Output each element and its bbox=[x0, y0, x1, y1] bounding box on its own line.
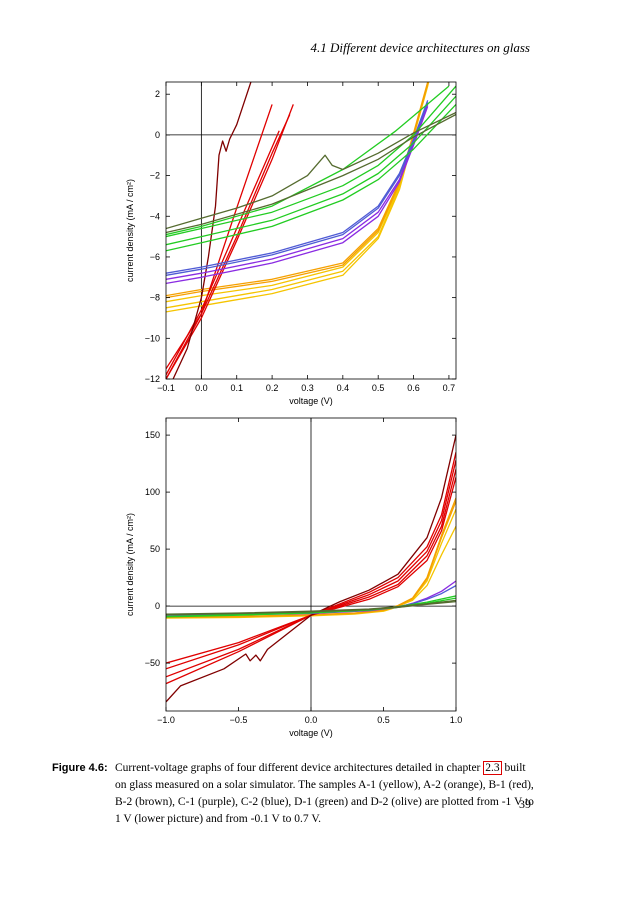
upper-series-b-1-7 bbox=[166, 114, 291, 370]
lower-x-tick-label: 1.0 bbox=[450, 715, 463, 725]
upper-series-b-2-9 bbox=[172, 82, 252, 379]
lower-x-axis-title: voltage (V) bbox=[289, 728, 333, 738]
iv-chart-upper: −0.1 0.0 0.1 0.2 0.3 0.4 0.5 0.6 0.7 −12 −10 −8 −6 −4… bbox=[125, 81, 457, 406]
lower-y-tick-label: −50 bbox=[145, 658, 160, 668]
upper-series-d-2-19 bbox=[166, 113, 456, 234]
lower-x-tick-label: −1.0 bbox=[157, 715, 175, 725]
upper-x-tick-label: 0.4 bbox=[337, 383, 350, 393]
lower-y-tick-label: 150 bbox=[145, 430, 160, 440]
lower-series-b-2-8 bbox=[166, 434, 456, 703]
upper-x-tick-label: 0.5 bbox=[372, 383, 385, 393]
upper-x-tick-label: 0.2 bbox=[266, 383, 279, 393]
upper-series-d-1-14 bbox=[166, 85, 456, 238]
lower-x-tick-label: 0.0 bbox=[305, 715, 318, 725]
upper-y-tick-label: 0 bbox=[155, 130, 160, 140]
upper-series-b-1-6 bbox=[166, 130, 280, 376]
lower-y-tick-label: 50 bbox=[150, 544, 160, 554]
upper-x-axis-title: voltage (V) bbox=[289, 396, 333, 406]
lower-series-b-1-6 bbox=[166, 469, 456, 678]
lower-y-tick-label: 0 bbox=[155, 601, 160, 611]
upper-y-axis-title: current density (mA / cm²) bbox=[125, 179, 135, 282]
upper-series-d-2-18 bbox=[166, 111, 456, 230]
upper-y-tick-label: −10 bbox=[145, 333, 160, 343]
upper-x-tick-label: 0.0 bbox=[195, 383, 208, 393]
upper-series-d-1-16 bbox=[166, 103, 456, 252]
caption-label: Figure 4.6: bbox=[52, 762, 108, 774]
upper-y-tick-label: −12 bbox=[145, 374, 160, 384]
caption-body: Current-voltage graphs of four different… bbox=[115, 760, 535, 828]
caption-text-before: Current-voltage graphs of four different… bbox=[115, 762, 484, 774]
upper-y-tick-label: −8 bbox=[150, 293, 160, 303]
caption-text-after: built on glass measured on a solar simul… bbox=[115, 762, 534, 825]
chapter-reference-link[interactable]: 2.3 bbox=[483, 761, 502, 775]
upper-y-tick-label: −4 bbox=[150, 211, 160, 221]
lower-series-b-1-7 bbox=[166, 477, 456, 685]
upper-y-tick-label: 2 bbox=[155, 89, 160, 99]
upper-x-tick-label: 0.6 bbox=[407, 383, 420, 393]
running-header: 4.1 Different device architectures on gl… bbox=[310, 40, 530, 55]
upper-series-b-1-8 bbox=[166, 104, 294, 379]
upper-x-tick-label: 0.1 bbox=[230, 383, 243, 393]
upper-series-d-1-17 bbox=[166, 85, 450, 236]
upper-series-a-2-4 bbox=[166, 82, 429, 299]
upper-series-b-1-5 bbox=[166, 104, 273, 379]
upper-x-tick-label: 0.7 bbox=[443, 383, 456, 393]
lower-series-d-2-14 bbox=[166, 600, 456, 616]
lower-x-tick-label: 0.5 bbox=[377, 715, 390, 725]
lower-y-axis-title: current density (mA / cm²) bbox=[125, 513, 135, 616]
lower-series-b-1-5 bbox=[166, 460, 456, 670]
lower-series-b-1-4 bbox=[166, 452, 456, 664]
upper-plot-frame bbox=[165, 81, 457, 380]
upper-y-tick-label: −6 bbox=[150, 252, 160, 262]
page-number: 39 bbox=[519, 797, 531, 811]
upper-series-c-1-10 bbox=[166, 104, 429, 280]
upper-x-tick-label: −0.1 bbox=[157, 383, 175, 393]
upper-x-tick-label: 0.3 bbox=[301, 383, 314, 393]
lower-x-tick-label: −0.5 bbox=[230, 715, 248, 725]
upper-series-d-1-15 bbox=[166, 95, 456, 246]
lower-series-a-1-1 bbox=[166, 508, 456, 619]
upper-series-c-1-11 bbox=[166, 106, 429, 285]
iv-chart-lower: −1.0 −0.5 0.0 0.5 1.0 −50 0 50 100 150 voltage (V)… bbox=[125, 417, 463, 738]
lower-y-tick-label: 100 bbox=[145, 487, 160, 497]
upper-series-c-2-13 bbox=[166, 102, 429, 276]
upper-y-tick-label: −2 bbox=[150, 171, 160, 181]
